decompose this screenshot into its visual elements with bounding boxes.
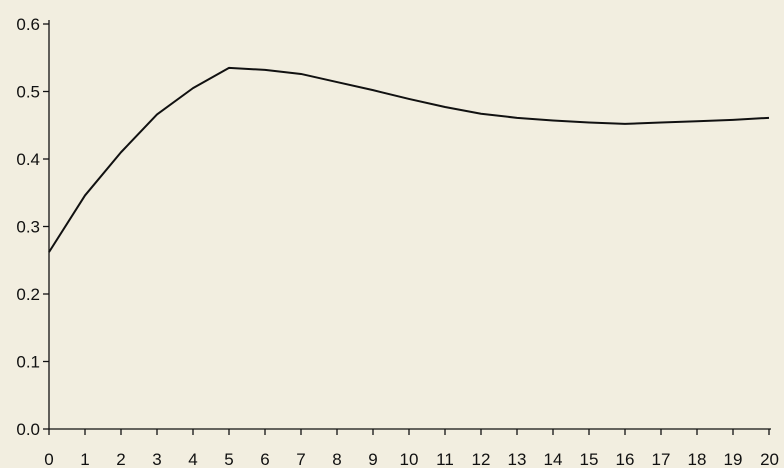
x-tick-label: 16 bbox=[616, 450, 635, 468]
x-tick-label: 18 bbox=[688, 450, 707, 468]
x-tick-label: 9 bbox=[368, 450, 377, 468]
ticks bbox=[43, 23, 770, 435]
x-tick-label: 2 bbox=[116, 450, 125, 468]
x-tick-label: 11 bbox=[436, 450, 454, 468]
series-line bbox=[48, 66, 770, 253]
y-tick-label: 0.0 bbox=[16, 420, 40, 439]
series-layer bbox=[48, 66, 770, 253]
x-tick-label: 17 bbox=[652, 450, 671, 468]
y-tick-label: 0.5 bbox=[16, 83, 40, 102]
x-tick-label: 13 bbox=[508, 450, 527, 468]
x-tick-label: 15 bbox=[580, 450, 599, 468]
x-tick-label: 20 bbox=[760, 450, 779, 468]
tick-labels: 0.00.10.20.30.40.50.60 1 2 3 4 5 6 7 8 9 10 11 12 13 1… bbox=[16, 15, 779, 468]
x-tick-label: 0 bbox=[44, 450, 53, 468]
x-tick-label: 5 bbox=[224, 450, 233, 468]
x-tick-label: 6 bbox=[260, 450, 269, 468]
x-tick-label: 8 bbox=[332, 450, 341, 468]
axes bbox=[48, 20, 771, 430]
x-tick-label: 7 bbox=[296, 450, 305, 468]
x-tick-label: 10 bbox=[400, 450, 419, 468]
y-tick-label: 0.4 bbox=[16, 150, 40, 169]
y-tick-label: 0.6 bbox=[16, 15, 40, 34]
y-tick-label: 0.2 bbox=[16, 285, 40, 304]
x-tick-label: 1 bbox=[80, 450, 89, 468]
x-tick-label: 14 bbox=[544, 450, 563, 468]
x-tick-label: 4 bbox=[188, 450, 197, 468]
x-tick-label: 12 bbox=[472, 450, 491, 468]
y-tick-label: 0.3 bbox=[16, 218, 40, 237]
y-tick-label: 0.1 bbox=[16, 353, 40, 372]
x-tick-label: 19 bbox=[724, 450, 743, 468]
x-tick-label: 3 bbox=[152, 450, 161, 468]
